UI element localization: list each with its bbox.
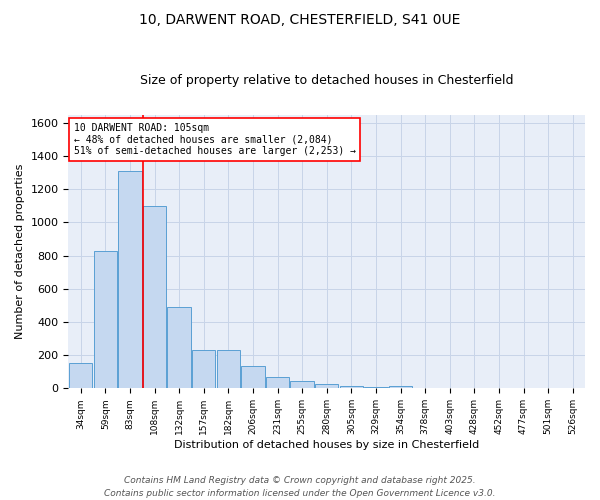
Bar <box>315 384 338 388</box>
Bar <box>167 307 191 388</box>
Bar <box>217 350 240 389</box>
Bar <box>118 171 142 388</box>
Bar <box>364 387 388 388</box>
Bar <box>266 376 289 388</box>
Title: Size of property relative to detached houses in Chesterfield: Size of property relative to detached ho… <box>140 74 514 87</box>
Bar <box>192 350 215 389</box>
Bar <box>241 366 265 388</box>
Bar <box>143 206 166 388</box>
Bar <box>389 386 412 388</box>
Bar <box>290 382 314 388</box>
Text: Contains HM Land Registry data © Crown copyright and database right 2025.
Contai: Contains HM Land Registry data © Crown c… <box>104 476 496 498</box>
Bar <box>340 386 363 388</box>
X-axis label: Distribution of detached houses by size in Chesterfield: Distribution of detached houses by size … <box>174 440 479 450</box>
Bar <box>69 364 92 388</box>
Text: 10, DARWENT ROAD, CHESTERFIELD, S41 0UE: 10, DARWENT ROAD, CHESTERFIELD, S41 0UE <box>139 12 461 26</box>
Bar <box>94 250 117 388</box>
Y-axis label: Number of detached properties: Number of detached properties <box>15 164 25 339</box>
Text: 10 DARWENT ROAD: 105sqm
← 48% of detached houses are smaller (2,084)
51% of semi: 10 DARWENT ROAD: 105sqm ← 48% of detache… <box>74 123 356 156</box>
